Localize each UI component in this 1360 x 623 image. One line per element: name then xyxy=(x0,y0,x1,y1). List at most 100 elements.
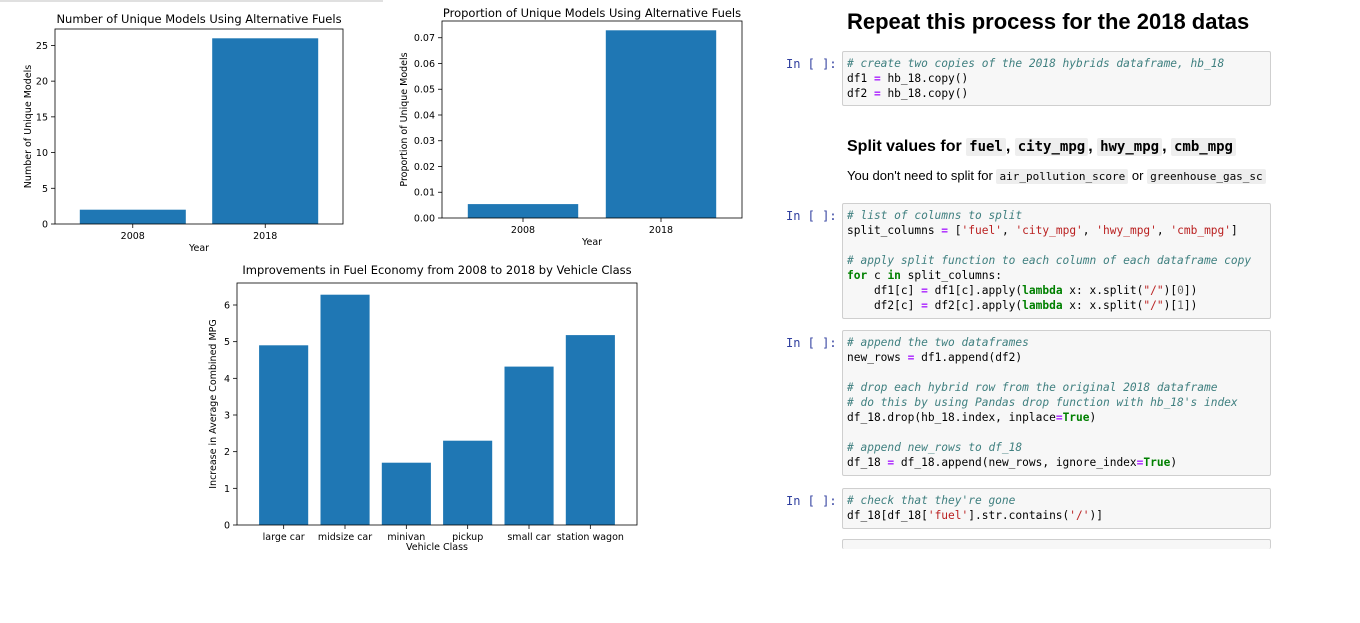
code-token: x: x.split( xyxy=(1062,299,1144,312)
y-tick-label: 20 xyxy=(36,77,48,88)
code-token: = xyxy=(887,456,895,469)
code-token: df1 xyxy=(847,72,874,85)
code-token: ] xyxy=(1231,224,1238,237)
bar xyxy=(320,294,370,525)
y-tick-label: 0.05 xyxy=(414,85,435,96)
split-note: You don't need to split for air_pollutio… xyxy=(847,166,1272,186)
code-token: = xyxy=(921,299,928,312)
code-cell-next[interactable] xyxy=(842,539,1271,549)
code-token: # list of columns to split xyxy=(847,209,1023,222)
y-axis-label: Proportion of Unique Models xyxy=(399,52,410,186)
code-token: # create two copies of the 2018 hybrids … xyxy=(847,57,1225,70)
code-fuel: fuel xyxy=(966,138,1006,156)
code-token: df_18.drop(hb_18.index, inplace xyxy=(847,411,1056,424)
code-token: split_columns xyxy=(847,224,942,237)
cell-prompt: In [ ]: xyxy=(786,57,837,71)
y-tick-label: 0.03 xyxy=(414,136,435,147)
code-token: df_18[df_18[ xyxy=(847,509,928,522)
code-token: ]) xyxy=(1183,284,1198,297)
subheading-sep: , xyxy=(1162,138,1171,155)
code-hwy-mpg: hwy_mpg xyxy=(1097,138,1163,156)
chart-fuel-economy-improvement: large car midsize car minivan pickup small c… xyxy=(208,263,638,553)
code-token: lambda xyxy=(1022,299,1063,312)
x-tick-label: midsize car xyxy=(318,532,372,543)
bar xyxy=(259,345,309,525)
code-token: ) xyxy=(1170,456,1178,469)
code-token: = xyxy=(941,224,949,237)
y-axis-label: Increase in Average Combined MPG xyxy=(208,319,219,489)
chart-title: Proportion of Unique Models Using Altern… xyxy=(443,6,741,20)
x-axis-label: Year xyxy=(581,237,602,248)
bar xyxy=(565,335,615,525)
code-cell-source[interactable]: # check that they're gone df_18[df_18['f… xyxy=(847,493,1270,523)
code-cell-source[interactable]: # append the two dataframes new_rows = d… xyxy=(847,335,1270,470)
note-middle: or xyxy=(1128,168,1148,183)
code-token: )] xyxy=(1089,509,1103,522)
x-tick-label: large car xyxy=(263,532,305,543)
y-tick-label: 0 xyxy=(42,220,48,231)
code-token: ]) xyxy=(1183,299,1198,312)
code-token: df1.append(df2) xyxy=(914,351,1023,364)
code-cell-check[interactable]: # check that they're gone df_18[df_18['f… xyxy=(842,488,1271,529)
code-token: , xyxy=(1156,224,1171,237)
chart-title: Number of Unique Models Using Alternativ… xyxy=(56,12,341,26)
code-token: hb_18.copy() xyxy=(880,72,969,85)
y-axis-label: Number of Unique Models xyxy=(23,65,34,188)
x-tick-label: minivan xyxy=(387,532,425,543)
code-token: [ xyxy=(948,224,962,237)
code-cell-append[interactable]: # append the two dataframes new_rows = d… xyxy=(842,330,1271,476)
code-token: "/" xyxy=(1143,299,1164,312)
x-tick-label: small car xyxy=(507,532,550,543)
y-tick-label: 4 xyxy=(224,374,230,385)
code-token: # append the two dataframes xyxy=(847,336,1029,349)
cell-prompt: In [ ]: xyxy=(786,209,837,223)
y-tick-label: 15 xyxy=(36,112,48,123)
code-token: df1[c].apply( xyxy=(927,284,1023,297)
code-token: for xyxy=(847,269,868,282)
code-cell-source[interactable]: # create two copies of the 2018 hybrids … xyxy=(847,56,1270,101)
code-token: 0 xyxy=(1177,284,1184,297)
cell-prompt: In [ ]: xyxy=(786,336,837,350)
code-token: df1[c] xyxy=(847,284,922,297)
y-tick-label: 0.04 xyxy=(414,110,435,121)
x-tick-label: 2018 xyxy=(649,225,673,236)
code-token: 'fuel' xyxy=(927,509,969,522)
bar xyxy=(605,30,717,218)
code-token: df2[c] xyxy=(847,299,922,312)
code-cell-source[interactable]: # list of columns to split split_columns… xyxy=(847,208,1270,313)
y-tick-label: 5 xyxy=(42,184,48,195)
code-token: True xyxy=(1143,456,1171,469)
code-token: = xyxy=(873,87,881,100)
code-token: = xyxy=(1055,411,1063,424)
x-tick-label: pickup xyxy=(452,532,483,543)
code-token: c xyxy=(867,269,888,282)
code-token: df2 xyxy=(847,87,874,100)
code-token: df_18 xyxy=(847,456,888,469)
code-token: , xyxy=(1082,224,1097,237)
code-token: ) xyxy=(1089,411,1097,424)
x-tick-label: station wagon xyxy=(557,532,624,543)
code-token: df2[c].apply( xyxy=(927,299,1023,312)
code-token: , xyxy=(1001,224,1016,237)
code-token: # drop each hybrid row from the original… xyxy=(847,381,1218,394)
code-cell-split[interactable]: # list of columns to split split_columns… xyxy=(842,203,1271,319)
y-tick-label: 6 xyxy=(224,301,230,312)
y-tick-label: 0.06 xyxy=(414,59,435,70)
bar xyxy=(381,462,431,525)
code-token: lambda xyxy=(1022,284,1063,297)
code-air-pollution-score: air_pollution_score xyxy=(996,169,1129,184)
code-token: )[ xyxy=(1163,299,1178,312)
code-token: x: x.split( xyxy=(1062,284,1144,297)
code-token: split_columns: xyxy=(900,269,1002,282)
plot-frame xyxy=(441,20,743,219)
code-token: 'hwy_mpg' xyxy=(1096,224,1157,237)
code-token: ].str.contains( xyxy=(968,509,1070,522)
y-tick-label: 2 xyxy=(224,447,230,458)
bar xyxy=(443,440,493,525)
bar xyxy=(212,38,319,224)
code-token: df_18.append(new_rows, ignore_index xyxy=(894,456,1137,469)
y-tick-label: 5 xyxy=(224,337,230,348)
x-tick-label: 2008 xyxy=(511,225,535,236)
scroll-divider xyxy=(0,0,383,2)
code-cell-copy[interactable]: # create two copies of the 2018 hybrids … xyxy=(842,51,1271,106)
